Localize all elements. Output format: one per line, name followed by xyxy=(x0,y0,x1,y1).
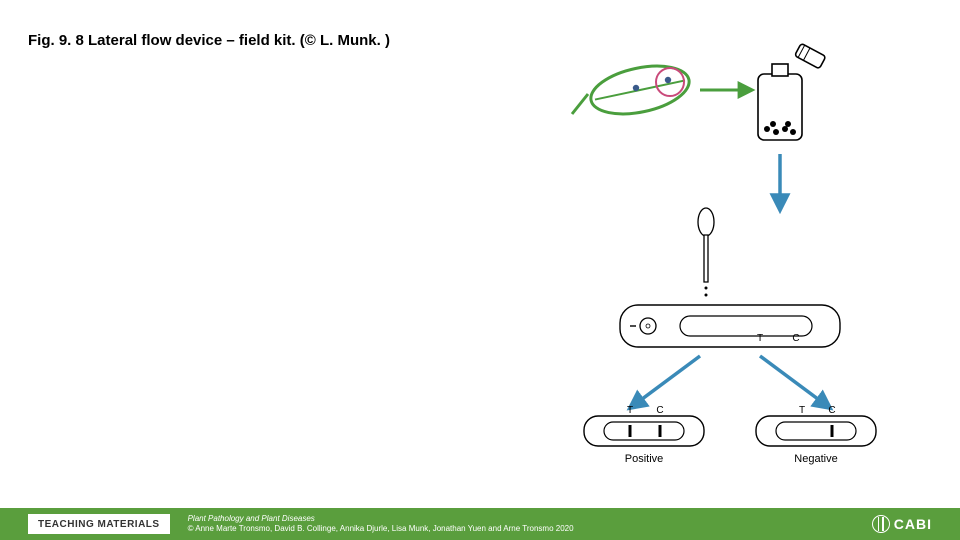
svg-text:Positive: Positive xyxy=(625,453,664,465)
footer-section-label: TEACHING MATERIALS xyxy=(28,514,170,534)
svg-text:C: C xyxy=(656,405,663,416)
footer-book-title: Plant Pathology and Plant Diseases xyxy=(188,514,574,524)
cabi-wordmark: CABI xyxy=(894,516,932,532)
footer-bar: TEACHING MATERIALS Plant Pathology and P… xyxy=(0,508,960,540)
lateral-flow-diagram: T C T C Positive T C Negative xyxy=(560,30,920,480)
svg-text:T: T xyxy=(757,333,763,344)
svg-text:T: T xyxy=(627,405,633,416)
figure-caption: Fig. 9. 8 Lateral flow device – field ki… xyxy=(28,32,390,49)
svg-text:Negative: Negative xyxy=(794,453,837,465)
svg-text:C: C xyxy=(792,333,799,344)
cabi-logo: CABI xyxy=(872,515,932,533)
footer-brand: CABI xyxy=(872,515,932,533)
footer-copyright: © Anne Marte Tronsmo, David B. Collinge,… xyxy=(188,524,574,534)
footer-citation: Plant Pathology and Plant Diseases © Ann… xyxy=(188,514,574,533)
svg-text:C: C xyxy=(828,405,835,416)
svg-text:T: T xyxy=(799,405,805,416)
cabi-globe-icon xyxy=(872,515,890,533)
